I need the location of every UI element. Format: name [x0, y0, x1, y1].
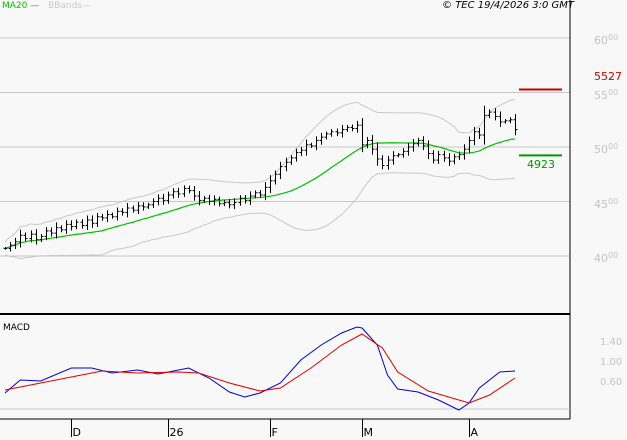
legend-ma20-swatch: — — [27, 1, 40, 11]
price-axis-label: 6000 — [594, 33, 619, 48]
legend-bbands-swatch: — — [82, 1, 92, 11]
x-axis-label: M — [363, 426, 374, 439]
legend-bbands: BBands — [48, 1, 83, 11]
macd-axis-label: 1.40 — [600, 337, 623, 348]
bband-upper — [4, 98, 516, 243]
macd-axis-label: 0.60 — [600, 377, 623, 388]
macd-line — [4, 326, 516, 411]
x-axis-label: F — [271, 426, 278, 439]
legend: MA20 — BBands— — [2, 0, 91, 12]
price-axis-label: 4500 — [594, 196, 619, 211]
x-axis-label: A — [470, 426, 479, 439]
macd-title: MACD — [3, 323, 30, 333]
x-axis-label: 26 — [169, 426, 184, 439]
macd-axis-label: 1.00 — [600, 357, 623, 368]
price-axis-label: 5500 — [594, 87, 619, 102]
x-axis-label: D — [72, 426, 81, 439]
price-axis-label: 5000 — [594, 142, 619, 157]
legend-ma20: MA20 — [2, 1, 28, 11]
price-level-label: 5527 — [594, 69, 622, 83]
bband-lower — [4, 172, 516, 260]
price-axis-label: 4000 — [594, 251, 619, 266]
price-level-label: 4923 — [527, 158, 555, 172]
copyright: © TEC 19/4/2026 3:0 GMT — [442, 0, 574, 11]
macd-signal-line — [4, 333, 516, 404]
